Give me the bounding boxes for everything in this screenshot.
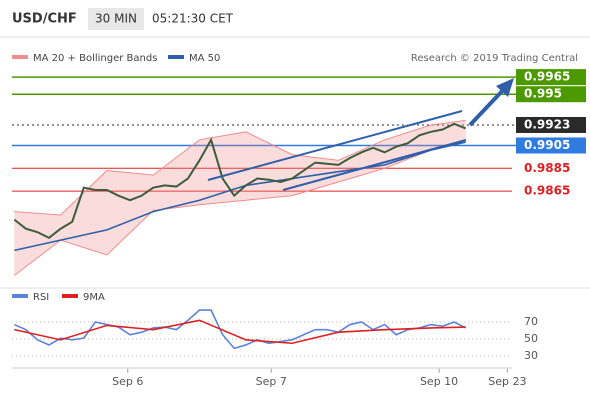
level-box [516,86,586,103]
bollinger-lower [14,139,466,276]
time: 05:21:30 CET [152,12,234,26]
bollinger-upper [14,119,466,216]
level-label: 0.9965 [524,70,570,84]
price-panel: 0.9965 0.995 0.9923 0.9905 0.9885 0.9865 [12,69,586,276]
y-tick-label: 70 [524,315,538,328]
legend-label: RSI [33,292,49,303]
level-box [516,69,586,86]
channel-line [207,110,463,181]
x-tick-label: Sep 6 [112,375,143,388]
legend-swatch [12,55,28,59]
level-label: 0.9905 [524,138,570,152]
legend-swatch [62,294,78,298]
price-line [13,122,467,240]
interval-box [88,8,144,30]
level-label: 0.995 [524,87,562,101]
x-tick-label: Sep 23 [488,375,526,388]
legend-swatch [12,294,28,298]
level-box [516,137,586,154]
series-line [14,319,466,345]
legend-swatch [168,55,184,59]
channel-line [282,139,467,191]
level-label: 0.9865 [524,184,570,198]
legend-label: MA 20 + Bollinger Bands [33,53,157,64]
level-box [516,116,586,133]
y-tick-label: 50 [524,332,538,345]
x-tick-label: Sep 7 [256,375,287,388]
forecast-arrowhead [496,78,514,97]
level-label: 0.9885 [524,161,570,175]
bollinger-band [14,120,466,276]
forecast-arrow [468,86,507,127]
interval: 30 MIN [95,12,137,26]
copyright: Research © 2019 Trading Central [411,53,578,64]
legend-label: MA 50 [189,53,220,64]
x-tick-label: Sep 10 [420,375,458,388]
legend-label: 9MA [83,292,105,303]
level-label: 0.9923 [524,117,570,131]
symbol: USD/CHF [12,12,77,27]
rsi-panel: 30 50 70 Sep 6 Sep 7 Sep 10 Sep 23 [12,309,538,388]
y-tick-label: 30 [524,349,538,362]
